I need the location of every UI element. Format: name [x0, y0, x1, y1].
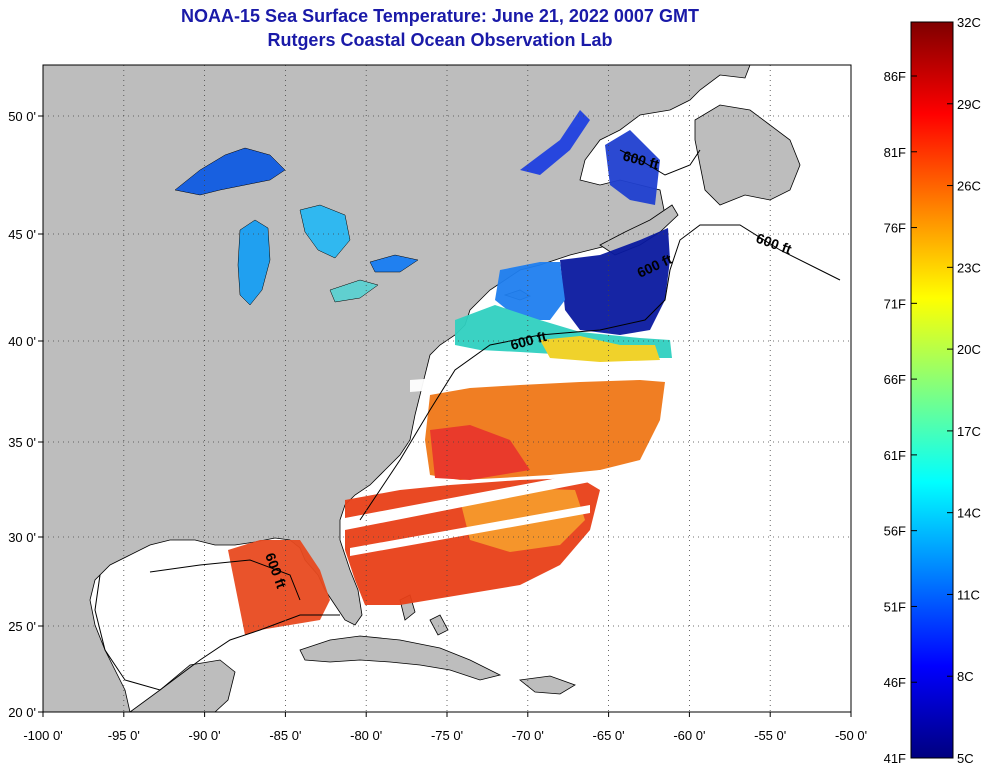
lon-tick-label: -95 0'	[108, 728, 140, 743]
great-lakes	[174, 147, 419, 306]
map-subtitle: Rutgers Coastal Ocean Observation Lab	[267, 30, 613, 50]
land-cuba	[299, 635, 502, 681]
sst-mid-atlantic-red	[430, 425, 530, 480]
colorbar-label-fahrenheit: 86F	[884, 69, 906, 84]
colorbar-label-celsius: 8C	[957, 669, 974, 684]
colorbar-label-fahrenheit: 81F	[884, 145, 906, 160]
colorbar-ticks: 32C 29C 26C 23C 20C 17C 14C 11C 8C 5C 86F 81F 76F 71F…	[884, 15, 981, 766]
contour-gulf-shelf	[149, 559, 301, 601]
colorbar	[910, 21, 954, 759]
lon-tick-label: -100 0'	[23, 728, 62, 743]
land-north-america	[42, 64, 751, 713]
lon-tick-label: -65 0'	[593, 728, 625, 743]
lon-tick-label: -75 0'	[431, 728, 463, 743]
colorbar-label-fahrenheit: 61F	[884, 448, 906, 463]
lat-tick-label: 35 0'	[8, 435, 36, 450]
sst-yellow-band	[540, 336, 660, 362]
colorbar-label-celsius: 20C	[957, 342, 981, 357]
lat-tick-label: 40 0'	[8, 334, 36, 349]
colorbar-label-celsius: 23C	[957, 260, 981, 275]
sst-gulf-stlawrence-east	[605, 130, 660, 205]
sst-gulf-maine	[560, 228, 670, 335]
colorbar-label-fahrenheit: 76F	[884, 221, 906, 236]
colorbar-label-fahrenheit: 56F	[884, 524, 906, 539]
lon-tick-label: -60 0'	[673, 728, 705, 743]
colorbar-label-fahrenheit: 46F	[884, 675, 906, 690]
lat-axis: 50 0' 45 0' 40 0' 35 0' 30 0' 25 0' 20 0'	[8, 109, 43, 720]
land-bahamas-2	[429, 614, 449, 636]
colorbar-label-celsius: 29C	[957, 97, 981, 112]
lat-tick-label: 20 0'	[8, 705, 36, 720]
gap-strip-1	[410, 362, 668, 392]
colorbar-label-fahrenheit: 41F	[884, 751, 906, 766]
sst-shelf-blue	[495, 262, 565, 320]
lon-tick-label: -55 0'	[754, 728, 786, 743]
land-newfoundland	[694, 104, 801, 206]
colorbar-label-fahrenheit: 51F	[884, 599, 906, 614]
colorbar-label-celsius: 17C	[957, 424, 981, 439]
lon-tick-label: -85 0'	[269, 728, 301, 743]
gap-strip-3	[350, 505, 590, 556]
colorbar-label-fahrenheit: 71F	[884, 296, 906, 311]
contour-newfoundland	[619, 149, 701, 176]
gap-strip-2	[345, 470, 600, 530]
colorbar-label-celsius: 11C	[957, 587, 980, 602]
map-title: NOAA-15 Sea Surface Temperature: June 21…	[181, 6, 699, 26]
lake-ontario	[369, 254, 419, 273]
colorbar-label-celsius: 32C	[957, 15, 981, 30]
lat-tick-label: 45 0'	[8, 227, 36, 242]
lon-tick-label: -90 0'	[189, 728, 221, 743]
lat-tick-label: 25 0'	[8, 619, 36, 634]
lon-tick-label: -70 0'	[512, 728, 544, 743]
contour-atlantic	[359, 224, 841, 521]
sst-layer	[228, 110, 672, 635]
lake-huron	[299, 204, 351, 259]
lon-tick-label: -50 0'	[835, 728, 867, 743]
land-hispaniola	[519, 675, 576, 695]
colorbar-label-celsius: 26C	[957, 179, 981, 194]
contour-gulf	[94, 574, 340, 691]
lon-axis: -100 0' -95 0' -90 0' -85 0' -80 0' -75 0' -70…	[23, 712, 867, 743]
colorbar-label-celsius: 5C	[957, 751, 974, 766]
sst-st-lawrence	[520, 110, 590, 175]
depth-contours	[94, 149, 841, 691]
colorbar-label-celsius: 14C	[957, 506, 981, 521]
lake-michigan	[237, 219, 271, 306]
lat-tick-label: 30 0'	[8, 530, 36, 545]
lon-tick-label: -80 0'	[350, 728, 382, 743]
colorbar-label-fahrenheit: 66F	[884, 372, 906, 387]
lat-tick-label: 50 0'	[8, 109, 36, 124]
sst-gulf-mexico	[228, 540, 330, 635]
